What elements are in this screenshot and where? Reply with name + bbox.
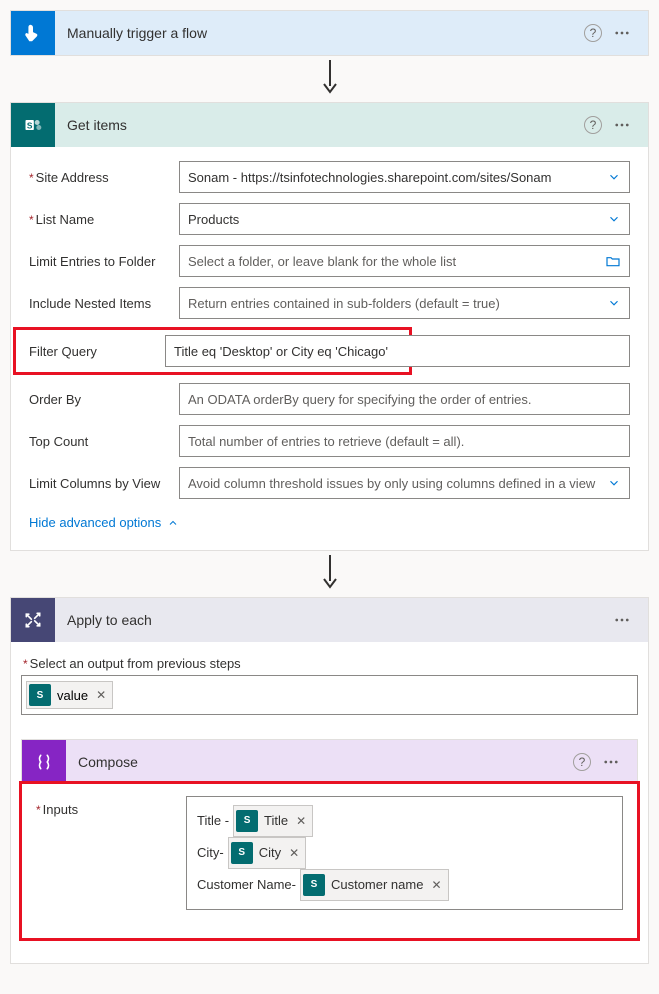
chevron-down-icon[interactable] xyxy=(607,212,621,226)
prefix-customer: Customer Name- xyxy=(197,872,296,898)
hide-advanced-link[interactable]: Hide advanced options xyxy=(29,515,179,530)
token-value[interactable]: S value ✕ xyxy=(26,681,113,709)
get-items-title: Get items xyxy=(55,117,584,133)
label-filter-query: Filter Query xyxy=(29,344,165,359)
value-filter-query: Title eq 'Desktop' or City eq 'Chicago' xyxy=(174,344,388,359)
compose-body: Inputs Title - S Title ✕ City- xyxy=(22,784,637,938)
remove-token-icon[interactable]: ✕ xyxy=(96,688,106,702)
chevron-down-icon[interactable] xyxy=(607,296,621,310)
prefix-title: Title - xyxy=(197,808,229,834)
row-limit-folder: Limit Entries to Folder Select a folder,… xyxy=(29,245,630,277)
placeholder-limit-folder: Select a folder, or leave blank for the … xyxy=(188,254,456,269)
help-icon[interactable]: ? xyxy=(584,24,602,42)
label-limit-folder: Limit Entries to Folder xyxy=(29,254,179,269)
row-top-count: Top Count Total number of entries to ret… xyxy=(29,425,630,457)
apply-to-each-title: Apply to each xyxy=(55,612,608,628)
trigger-title: Manually trigger a flow xyxy=(55,25,584,41)
chevron-up-icon xyxy=(167,517,179,529)
inputs-line-city: City- S City ✕ xyxy=(197,837,612,869)
field-site-address[interactable]: Sonam - https://tsinfotechnologies.share… xyxy=(179,161,630,193)
label-include-nested: Include Nested Items xyxy=(29,296,179,311)
get-items-body: Site Address Sonam - https://tsinfotechn… xyxy=(11,147,648,550)
folder-icon[interactable] xyxy=(605,253,621,269)
sharepoint-token-icon: S xyxy=(29,684,51,706)
apply-to-each-header[interactable]: Apply to each xyxy=(11,598,648,642)
field-list-name[interactable]: Products xyxy=(179,203,630,235)
sharepoint-token-icon: S xyxy=(303,874,325,896)
field-top-count[interactable]: Total number of entries to retrieve (def… xyxy=(179,425,630,457)
placeholder-order-by: An ODATA orderBy query for specifying th… xyxy=(188,392,531,407)
field-inputs[interactable]: Title - S Title ✕ City- S City xyxy=(186,796,623,910)
compose-icon xyxy=(22,740,66,784)
value-site-address: Sonam - https://tsinfotechnologies.share… xyxy=(188,170,551,185)
label-list-name: List Name xyxy=(29,212,179,227)
more-icon[interactable] xyxy=(608,606,636,634)
svg-text:S: S xyxy=(27,120,33,130)
sharepoint-token-icon: S xyxy=(236,810,258,832)
select-output-text: Select an output from previous steps xyxy=(30,656,241,671)
chevron-down-icon[interactable] xyxy=(607,476,621,490)
field-include-nested[interactable]: Return entries contained in sub-folders … xyxy=(179,287,630,319)
remove-token-icon[interactable]: ✕ xyxy=(289,841,299,865)
row-order-by: Order By An ODATA orderBy query for spec… xyxy=(29,383,630,415)
loop-icon xyxy=(11,598,55,642)
token-value-text: value xyxy=(57,688,88,703)
sharepoint-icon: S xyxy=(11,103,55,147)
field-limit-view[interactable]: Avoid column threshold issues by only us… xyxy=(179,467,630,499)
label-order-by: Order By xyxy=(29,392,179,407)
select-output-label: *Select an output from previous steps xyxy=(23,656,638,671)
value-list-name: Products xyxy=(188,212,239,227)
select-output-field[interactable]: S value ✕ xyxy=(21,675,638,715)
hide-advanced-text: Hide advanced options xyxy=(29,515,161,530)
prefix-city: City- xyxy=(197,840,224,866)
more-icon[interactable] xyxy=(608,19,636,47)
apply-to-each-body: *Select an output from previous steps S … xyxy=(11,642,648,963)
token-city[interactable]: S City ✕ xyxy=(228,837,306,869)
get-items-card: S Get items ? Site Address Sonam - https… xyxy=(10,102,649,551)
help-icon[interactable]: ? xyxy=(584,116,602,134)
connector-arrow xyxy=(10,56,649,102)
row-limit-view: Limit Columns by View Avoid column thres… xyxy=(29,467,630,499)
remove-token-icon[interactable]: ✕ xyxy=(431,873,441,897)
help-icon[interactable]: ? xyxy=(573,753,591,771)
trigger-icon xyxy=(11,11,55,55)
field-limit-folder[interactable]: Select a folder, or leave blank for the … xyxy=(179,245,630,277)
label-top-count: Top Count xyxy=(29,434,179,449)
field-order-by[interactable]: An ODATA orderBy query for specifying th… xyxy=(179,383,630,415)
label-limit-view: Limit Columns by View xyxy=(29,476,179,491)
row-site-address: Site Address Sonam - https://tsinfotechn… xyxy=(29,161,630,193)
compose-header[interactable]: Compose ? xyxy=(22,740,637,784)
get-items-header[interactable]: S Get items ? xyxy=(11,103,648,147)
row-include-nested: Include Nested Items Return entries cont… xyxy=(29,287,630,319)
label-site-address: Site Address xyxy=(29,170,179,185)
token-customer[interactable]: S Customer name ✕ xyxy=(300,869,449,901)
inputs-line-title: Title - S Title ✕ xyxy=(197,805,612,837)
placeholder-top-count: Total number of entries to retrieve (def… xyxy=(188,434,464,449)
compose-title: Compose xyxy=(66,754,573,770)
connector-arrow xyxy=(10,551,649,597)
field-filter-query[interactable]: Title eq 'Desktop' or City eq 'Chicago' xyxy=(165,335,630,367)
label-inputs: Inputs xyxy=(36,796,186,817)
token-title-text: Title xyxy=(264,808,288,834)
sharepoint-token-icon: S xyxy=(231,842,253,864)
remove-token-icon[interactable]: ✕ xyxy=(296,809,306,833)
trigger-header[interactable]: Manually trigger a flow ? xyxy=(11,11,648,55)
compose-card: Compose ? Inputs Title - S Title xyxy=(21,739,638,939)
more-icon[interactable] xyxy=(608,111,636,139)
more-icon[interactable] xyxy=(597,748,625,776)
token-city-text: City xyxy=(259,840,281,866)
placeholder-limit-view: Avoid column threshold issues by only us… xyxy=(188,476,595,491)
token-title[interactable]: S Title ✕ xyxy=(233,805,313,837)
row-list-name: List Name Products xyxy=(29,203,630,235)
placeholder-include-nested: Return entries contained in sub-folders … xyxy=(188,296,500,311)
token-customer-text: Customer name xyxy=(331,872,423,898)
inputs-line-customer: Customer Name- S Customer name ✕ xyxy=(197,869,612,901)
row-filter-query: Filter Query Title eq 'Desktop' or City … xyxy=(15,329,410,373)
apply-to-each-card: Apply to each *Select an output from pre… xyxy=(10,597,649,964)
chevron-down-icon[interactable] xyxy=(607,170,621,184)
trigger-card: Manually trigger a flow ? xyxy=(10,10,649,56)
